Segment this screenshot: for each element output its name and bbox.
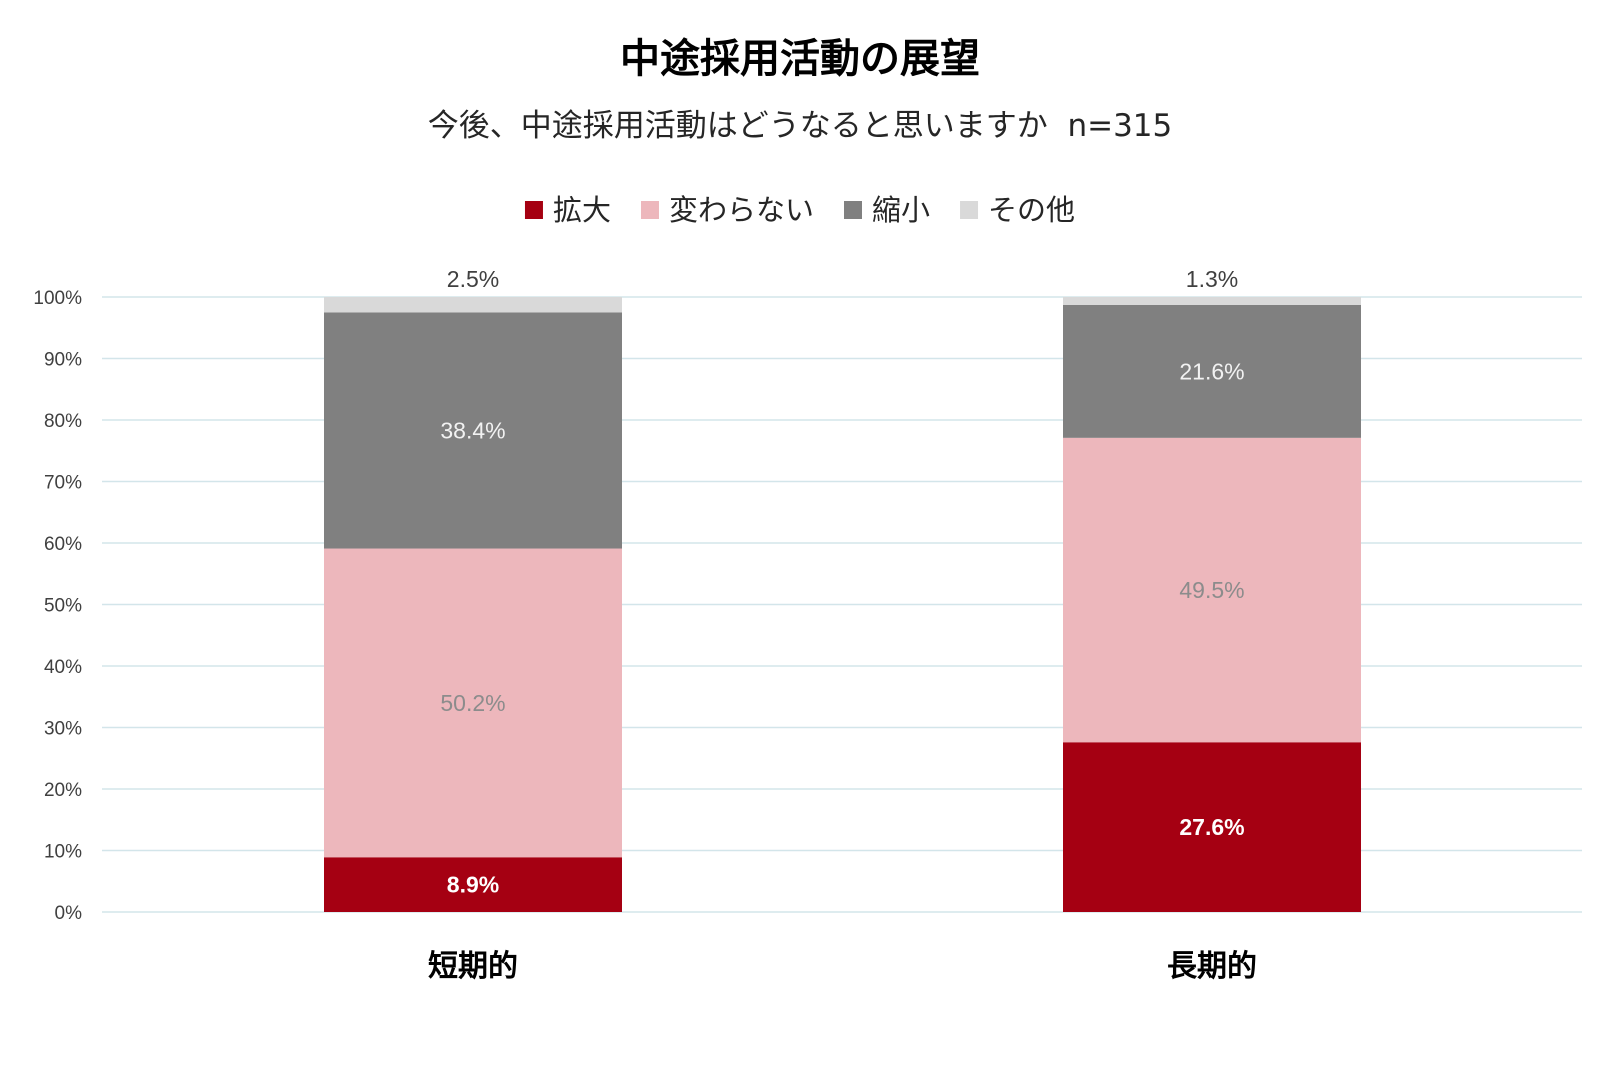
legend-label: 変わらない	[669, 193, 814, 227]
data-label: 21.6%	[1179, 358, 1244, 384]
bar-segment	[1063, 297, 1361, 305]
legend-label: 拡大	[553, 193, 611, 227]
bar-segment	[324, 857, 622, 912]
chart-title: 中途採用活動の展望	[620, 36, 980, 82]
y-tick-label: 10%	[44, 842, 82, 863]
bar-segment	[1063, 304, 1361, 438]
y-tick-label: 50%	[44, 596, 82, 617]
y-tick-label: 40%	[44, 657, 82, 678]
legend-item: 拡大	[524, 193, 611, 227]
y-tick-label: 90%	[44, 350, 82, 371]
data-labels: 8.9% 50.2% 38.4% 2.5% 27.6% 49.5% 21.6% 1.3%	[440, 266, 1244, 898]
bar-segment	[324, 297, 622, 313]
bars	[324, 297, 1361, 912]
legend: 拡大 変わらない 縮小 その他	[524, 193, 1075, 227]
y-tick-label: 100%	[33, 288, 82, 309]
data-label: 50.2%	[440, 690, 505, 716]
bar-segment	[324, 312, 622, 549]
data-label: 38.4%	[440, 417, 505, 443]
data-label: 2.5%	[447, 266, 499, 292]
category-label: 長期的	[1167, 949, 1257, 984]
legend-swatch	[844, 201, 862, 219]
bar-segment	[1063, 437, 1361, 743]
y-tick-label: 0%	[55, 903, 83, 924]
bar-segment	[1063, 742, 1361, 912]
y-tick-label: 30%	[44, 719, 82, 740]
legend-item: 変わらない	[640, 193, 814, 227]
legend-swatch	[960, 201, 979, 219]
legend-swatch	[640, 201, 659, 219]
legend-item: その他	[960, 193, 1075, 227]
legend-swatch	[524, 201, 543, 219]
bar-segment	[324, 548, 622, 858]
chart-subtitle: 今後、中途採用活動はどうなると思いますか n=315	[428, 108, 1173, 144]
y-tick-label: 20%	[44, 780, 82, 801]
data-label: 49.5%	[1179, 577, 1244, 603]
category-label: 短期的	[428, 949, 518, 984]
y-axis-ticks: 0% 10% 20% 30% 40% 50% 60% 70% 80% 90% 100%	[33, 288, 82, 924]
legend-item: 縮小	[844, 193, 930, 227]
data-label: 27.6%	[1179, 814, 1244, 840]
x-axis-categories: 短期的 長期的	[428, 949, 1257, 984]
data-label: 1.3%	[1186, 266, 1238, 292]
legend-label: その他	[988, 193, 1075, 227]
y-tick-label: 80%	[44, 411, 82, 432]
y-tick-label: 70%	[44, 473, 82, 494]
data-label: 8.9%	[447, 872, 499, 898]
y-tick-label: 60%	[44, 534, 82, 555]
legend-label: 縮小	[872, 193, 930, 227]
